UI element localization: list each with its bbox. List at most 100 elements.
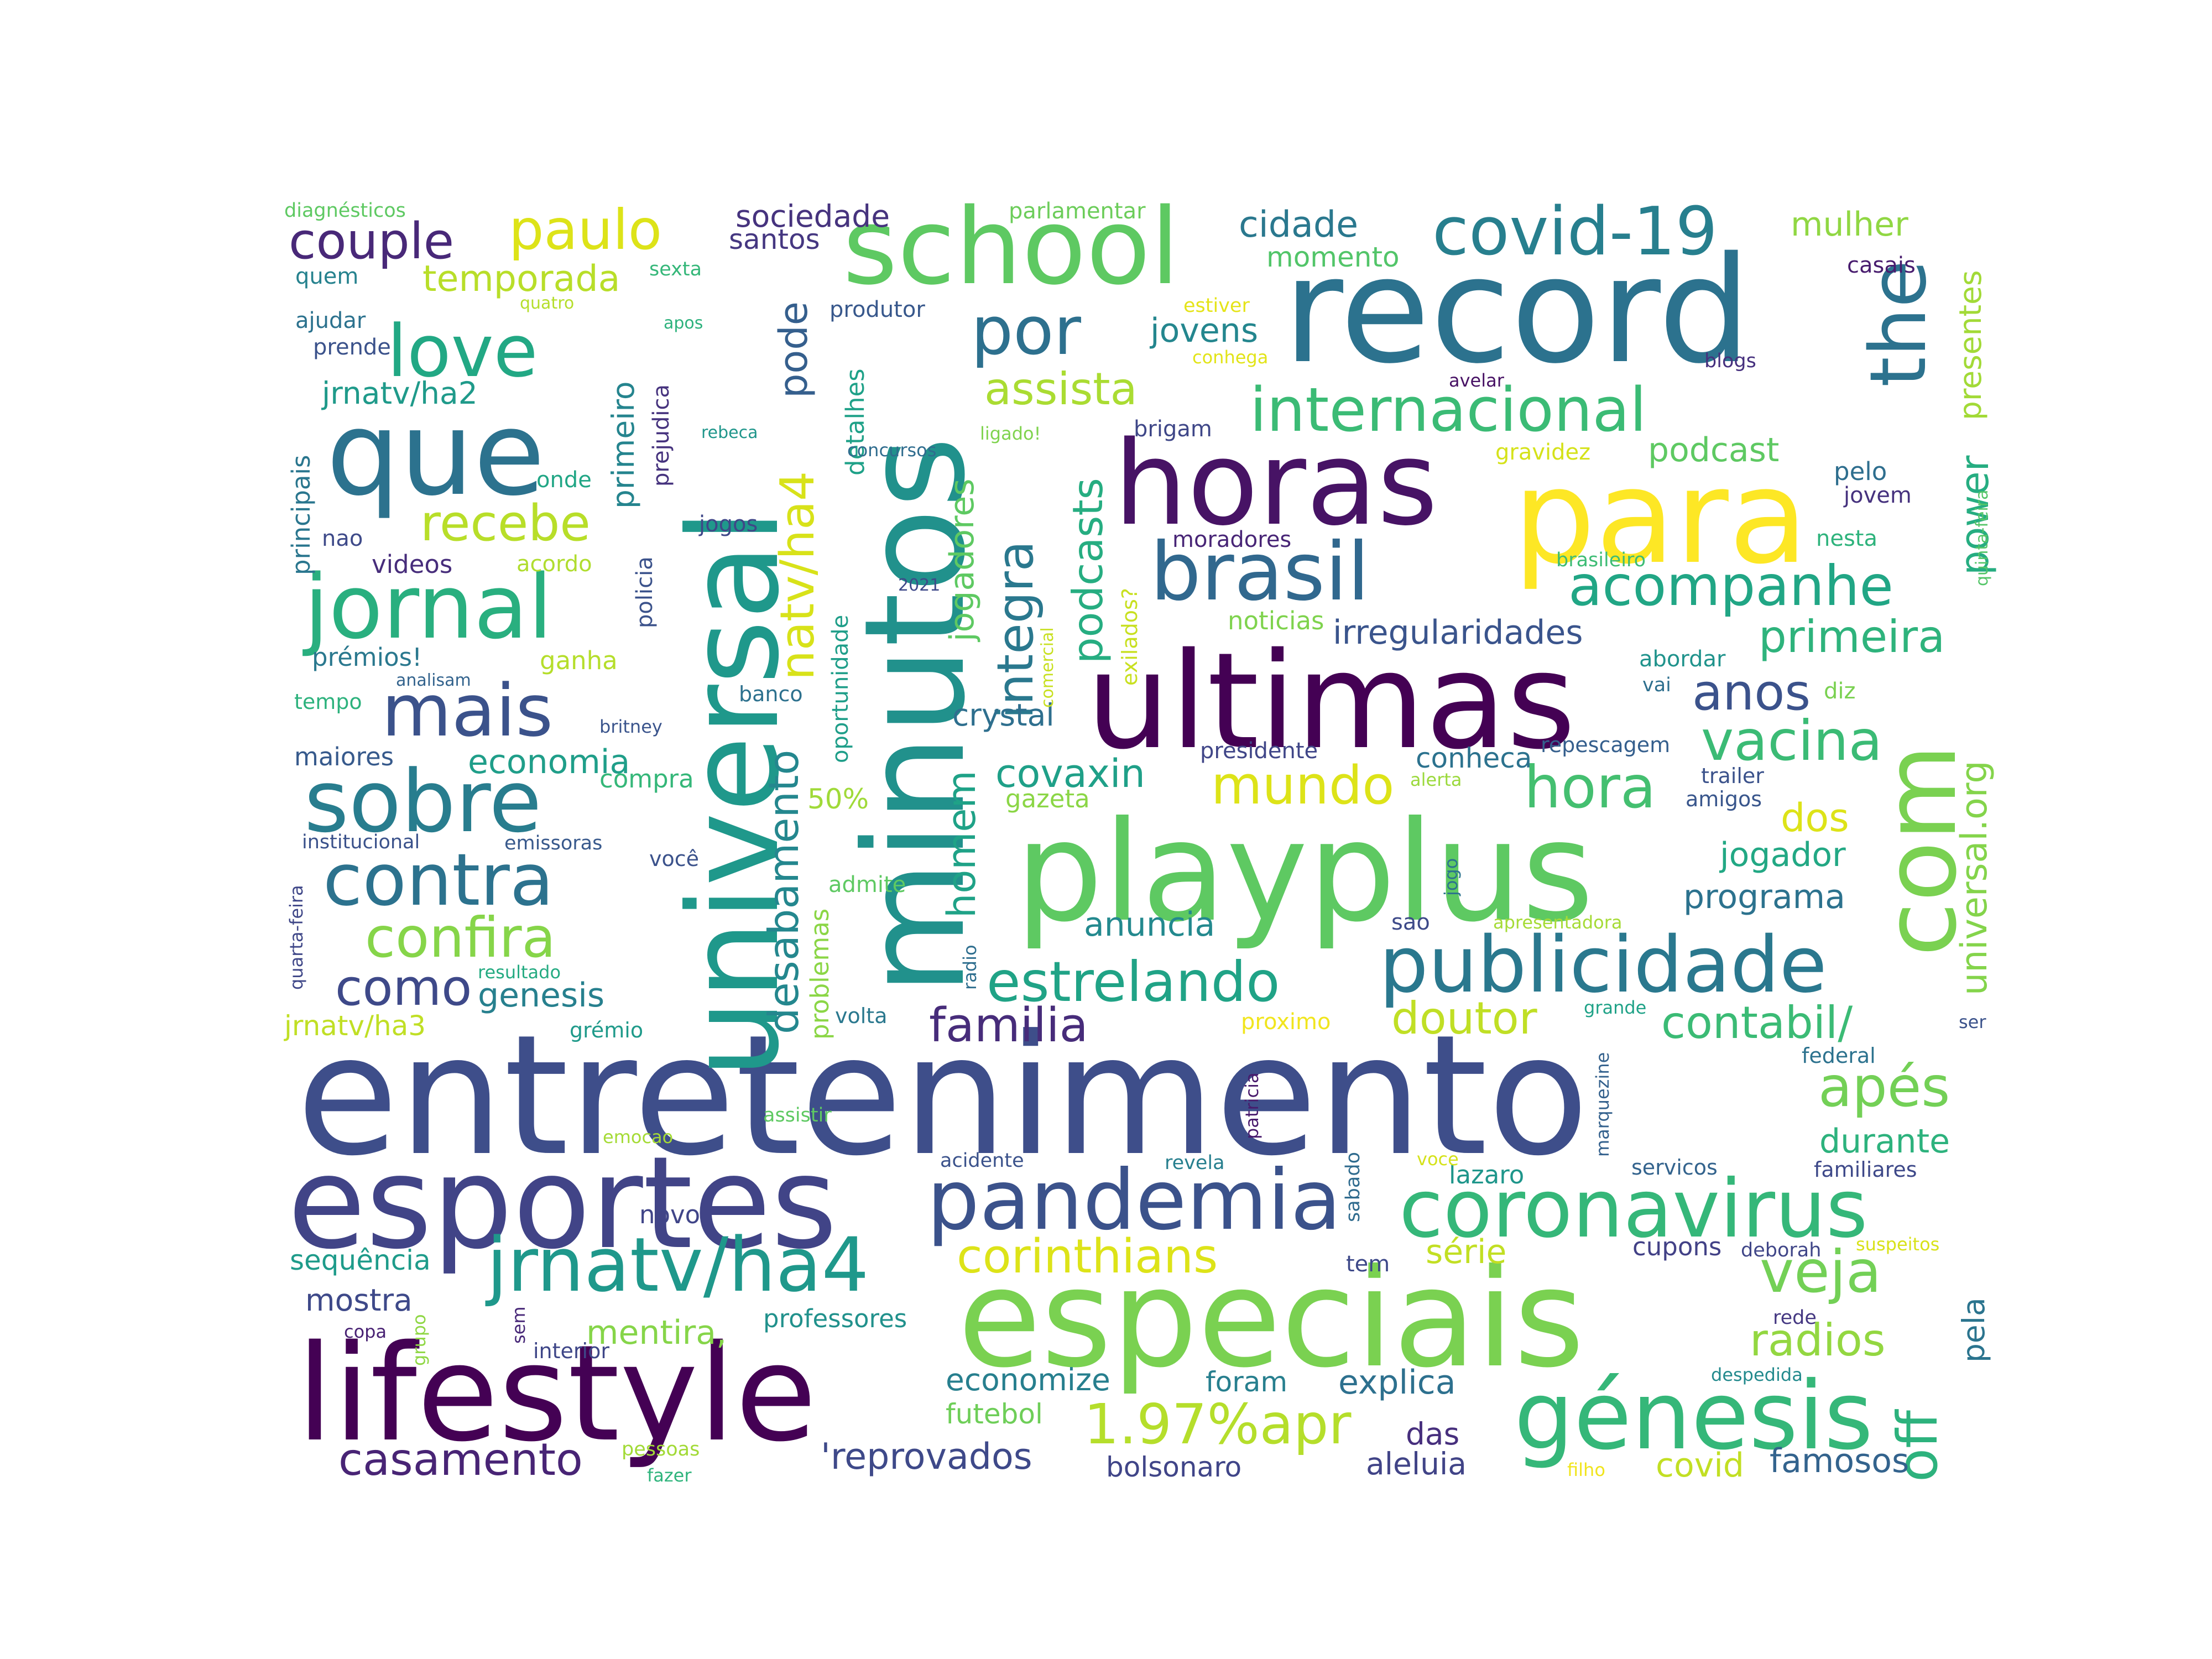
- word-record: record: [1283, 226, 1751, 396]
- word-hora: hora: [1524, 754, 1656, 821]
- word-mundo: mundo: [1211, 755, 1395, 816]
- word-professores: professores: [763, 1304, 907, 1333]
- word-apresentadora: apresentadora: [1493, 912, 1623, 933]
- word-internacional: internacional: [1250, 374, 1647, 445]
- word-comercial: comercial: [1038, 627, 1057, 708]
- word-presentes: presentes: [1953, 270, 1988, 420]
- word-produtor: produtor: [830, 297, 925, 322]
- word-cidade: cidade: [1239, 204, 1359, 246]
- word-deborah: deborah: [1741, 1239, 1822, 1261]
- word-acidente: acidente: [940, 1150, 1024, 1172]
- word-podcast: podcast: [1648, 431, 1780, 469]
- word-acordo: acordo: [517, 551, 592, 577]
- word-ajudar: ajudar: [295, 308, 366, 333]
- word-durante: durante: [1819, 1122, 1950, 1161]
- word-estiver: estiver: [1183, 295, 1250, 317]
- word-prende: prende: [313, 335, 391, 360]
- word-temporada: temporada: [422, 258, 620, 300]
- word-coronavirus: coronavirus: [1399, 1162, 1868, 1256]
- word-tem: tem: [1346, 1251, 1390, 1277]
- word-copa: copa: [344, 1321, 387, 1342]
- word-jovens: jovens: [1150, 311, 1259, 350]
- word-compra: compra: [599, 764, 694, 794]
- word-brasileiro: brasileiro: [1556, 549, 1646, 571]
- word-banco: banco: [739, 682, 803, 706]
- word-horas: horas: [1114, 416, 1438, 551]
- word-federal: federal: [1802, 1044, 1876, 1068]
- word-mostra: mostra: [305, 1282, 413, 1318]
- word-prémios: prémios!: [312, 643, 422, 672]
- word-maiores: maiores: [294, 742, 394, 771]
- word-videos: videos: [372, 550, 453, 579]
- word-conheca: conheca: [1416, 742, 1532, 774]
- word-corinthians: corinthians: [957, 1229, 1218, 1284]
- word-primeira: primeira: [1759, 611, 1945, 662]
- word-rebeca: rebeca: [701, 423, 758, 442]
- word-explica: explica: [1338, 1363, 1456, 1402]
- word-economia: economia: [468, 743, 630, 781]
- word-radios: radios: [1750, 1314, 1886, 1366]
- word-quatro: quatro: [520, 294, 575, 313]
- word-cupons: cupons: [1632, 1232, 1722, 1261]
- word-diz: diz: [1824, 679, 1856, 704]
- word-jogos: jogos: [699, 512, 758, 537]
- word-quarta-feira: quarta-feira: [286, 885, 307, 990]
- word-revela: revela: [1165, 1152, 1225, 1174]
- word-famosos: famosos: [1770, 1442, 1910, 1480]
- word-proximo: proximo: [1241, 1009, 1331, 1035]
- word-jogadores: jogadores: [943, 478, 982, 641]
- word-quem: quem: [295, 264, 359, 289]
- word-emocao: emocao: [603, 1126, 674, 1147]
- word-confira: confira: [365, 905, 556, 970]
- word-contabil: contabil/: [1661, 997, 1853, 1048]
- word-familiares: familiares: [1814, 1157, 1917, 1182]
- word-gazeta: gazeta: [1005, 784, 1090, 813]
- word-paulo: paulo: [509, 197, 662, 262]
- word-pessoas: pessoas: [622, 1438, 700, 1460]
- word-jornal: jornal: [304, 555, 553, 659]
- word-familia: familia: [929, 998, 1088, 1053]
- word-podcasts: podcasts: [1063, 478, 1112, 664]
- word-lifestyle: lifestyle: [296, 1316, 817, 1471]
- word-desabamento: desabamento: [759, 749, 808, 1034]
- word-playplus: playplus: [1015, 791, 1594, 952]
- word-você: você: [649, 847, 700, 871]
- word-génesis: génesis: [1514, 1361, 1874, 1471]
- word-jrnatv-ha2: jrnatv/ha2: [322, 375, 478, 411]
- word-despedida: despedida: [1711, 1364, 1803, 1385]
- word-apés: apés: [1818, 1055, 1950, 1119]
- word-pela: pela: [1956, 1297, 1991, 1363]
- word-diagnésticos: diagnésticos: [284, 200, 406, 222]
- word-apos: apos: [664, 314, 703, 333]
- word-the: the: [1854, 260, 1944, 387]
- word-programa: programa: [1683, 878, 1845, 916]
- word-alerta: alerta: [1410, 769, 1462, 790]
- word-presidente: presidente: [1200, 738, 1318, 764]
- word-couple: couple: [289, 212, 455, 270]
- word-publicidade: publicidade: [1379, 920, 1827, 1010]
- word-jovem: jovem: [1844, 483, 1912, 508]
- word-britney: britney: [599, 716, 662, 737]
- word-prejudica: prejudica: [649, 384, 674, 487]
- word-contra: contra: [323, 838, 554, 922]
- word-oportunidade: oportunidade: [828, 614, 853, 763]
- word-nesta: nesta: [1816, 526, 1877, 551]
- word-jrnatv-ha4: jrnatv/ha4: [487, 1222, 869, 1308]
- word-veja: veja: [1760, 1238, 1882, 1306]
- word-pelo: pelo: [1834, 457, 1887, 486]
- word-pode: pode: [771, 301, 816, 398]
- word-mais: mais: [382, 669, 554, 753]
- word-emissoras: emissoras: [504, 832, 603, 854]
- word-admite: admite: [828, 872, 906, 898]
- word-exilados: exilados?: [1118, 588, 1142, 686]
- word-avelar: avelar: [1449, 370, 1504, 391]
- word-sobre: sobre: [304, 752, 542, 852]
- word-resultado: resultado: [478, 962, 561, 983]
- word-jogo: jogo: [1441, 858, 1462, 896]
- word-mentira: mentira,: [586, 1313, 727, 1352]
- word-fazer: fazer: [647, 1465, 692, 1486]
- word-conhega: conhega: [1192, 347, 1269, 368]
- word-casamento: casamento: [338, 1434, 583, 1485]
- word-covaxin: covaxin: [995, 751, 1145, 796]
- word-assista: assista: [984, 363, 1138, 415]
